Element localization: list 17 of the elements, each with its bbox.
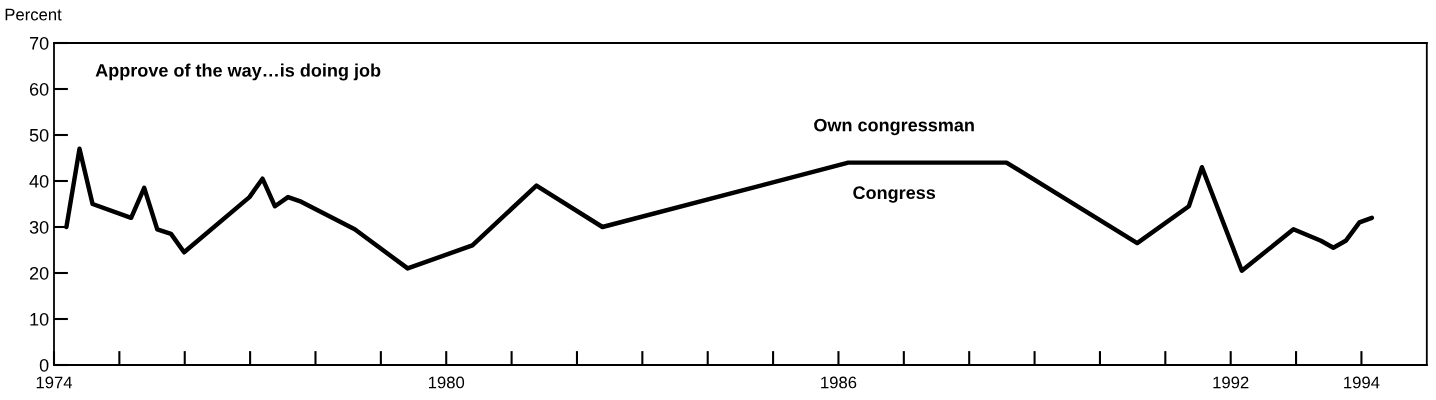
y-tick-label: 30 bbox=[29, 220, 49, 234]
y-tick-label: 40 bbox=[29, 174, 49, 188]
x-tick-label: 1986 bbox=[821, 376, 857, 389]
annotation: Own congressman bbox=[814, 118, 974, 136]
y-axis-title: Percent bbox=[5, 8, 62, 21]
x-tick-label: 1974 bbox=[36, 376, 73, 389]
y-tick-label: 0 bbox=[39, 358, 49, 372]
y-tick-label: 60 bbox=[29, 82, 49, 96]
y-tick-label: 20 bbox=[29, 266, 49, 280]
y-tick-label: 70 bbox=[29, 36, 49, 50]
y-tick-label: 50 bbox=[29, 128, 49, 142]
x-tick-label: 1994 bbox=[1344, 376, 1380, 389]
text: Approve of the way…is doing job bbox=[95, 63, 381, 81]
x-tick-label: 1980 bbox=[428, 376, 465, 389]
x-tick-label: 1992 bbox=[1213, 376, 1249, 389]
annotation: Congress bbox=[853, 186, 936, 203]
y-tick-label: 10 bbox=[30, 312, 49, 326]
